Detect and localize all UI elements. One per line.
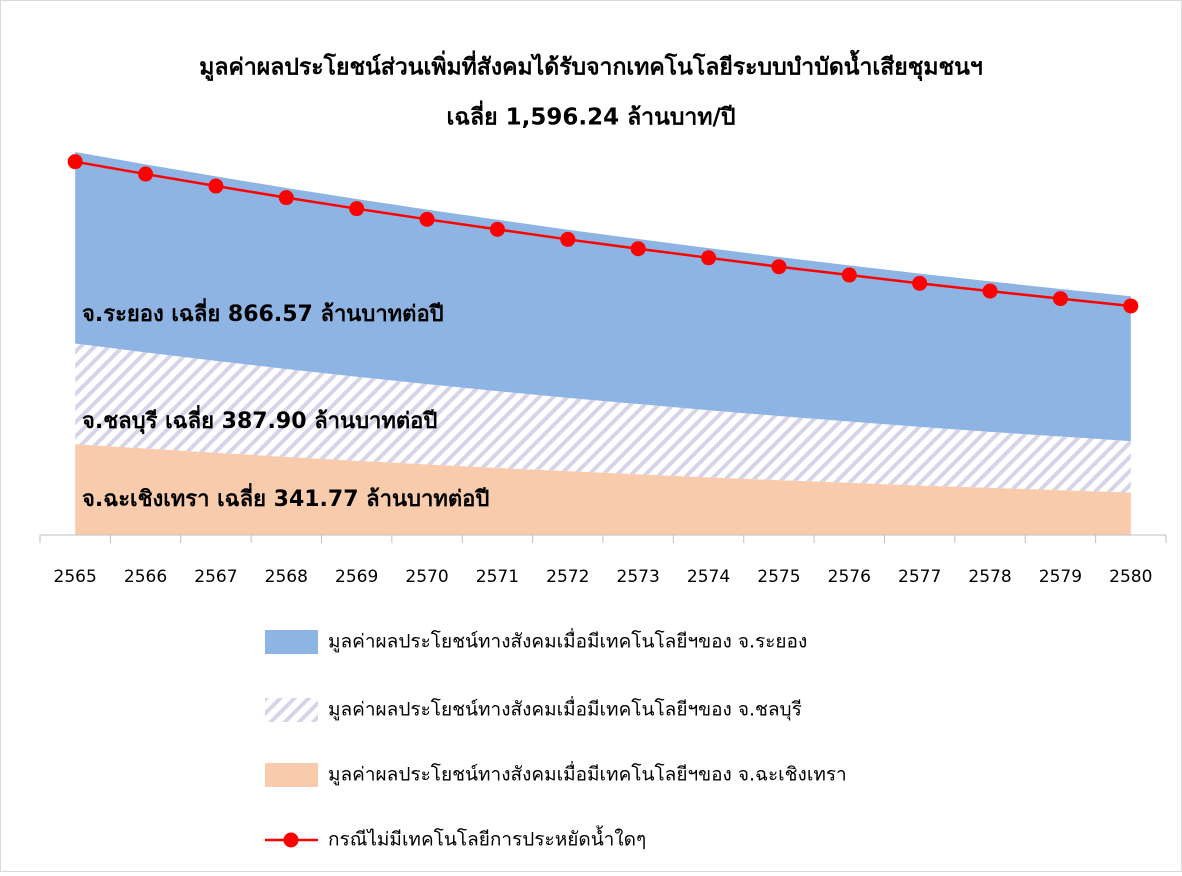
line-marker <box>138 166 154 182</box>
line <box>74 160 1131 308</box>
chart-subtitle: เฉลี่ย 1,596.24 ล้านบาท/ปี <box>446 100 735 131</box>
area <box>75 152 1131 442</box>
x-tick-label: 2576 <box>828 567 871 587</box>
annotation: จ.ชลบุรี เฉลี่ย 387.90 ล้านบาทต่อปี <box>82 404 437 435</box>
line-marker <box>208 178 224 194</box>
area <box>75 343 1131 493</box>
x-tick-label: 2578 <box>968 567 1011 587</box>
x-tick-label: 2579 <box>1039 567 1082 587</box>
x-tick-label: 2570 <box>405 567 448 587</box>
line-marker <box>701 250 717 266</box>
area <box>75 444 1131 535</box>
x-tick-label: 2568 <box>265 567 308 587</box>
line-marker <box>67 154 83 170</box>
line-marker <box>278 190 294 206</box>
legend-swatch <box>265 763 318 787</box>
chart-title: มูลค่าผลประโยชน์ส่วนเพิ่มที่สังคมได้รับจ… <box>199 50 983 82</box>
line-marker <box>1123 298 1139 314</box>
line-marker <box>560 231 576 247</box>
line-marker <box>912 275 928 291</box>
legend-label: มูลค่าผลประโยชน์ทางสังคมเมื่อมีเทคโนโลยี… <box>328 696 802 722</box>
x-tick-label: 2566 <box>124 567 167 587</box>
x-tick-label: 2571 <box>476 567 519 587</box>
line-marker <box>630 241 646 257</box>
legend-marker <box>283 832 299 848</box>
line-marker <box>489 221 505 237</box>
x-tick-label: 2573 <box>617 567 660 587</box>
x-tick-label: 2580 <box>1109 567 1152 587</box>
legend-label: มูลค่าผลประโยชน์ทางสังคมเมื่อมีเทคโนโลยี… <box>328 761 847 786</box>
line-marker <box>349 201 365 217</box>
x-tick-label: 2567 <box>194 567 237 587</box>
legend-swatch <box>265 698 318 722</box>
annotation: จ.ระยอง เฉลี่ย 866.57 ล้านบาทต่อปี <box>82 297 444 327</box>
line-marker <box>841 267 857 283</box>
line-marker <box>982 283 998 299</box>
x-tick-label: 2572 <box>546 567 589 587</box>
x-tick-label: 2575 <box>757 567 800 587</box>
annotation: จ.ฉะเชิงเทรา เฉลี่ย 341.77 ล้านบาทต่อปี <box>82 482 489 512</box>
line-marker <box>1052 291 1068 307</box>
line-marker <box>771 259 787 275</box>
legend-label: มูลค่าผลประโยชน์ทางสังคมเมื่อมีเทคโนโลยี… <box>328 628 807 653</box>
legend-label: กรณีไม่มีเทคโนโลยีการประหยัดน้ำใดๆ <box>328 826 646 851</box>
x-tick-label: 2569 <box>335 567 378 587</box>
line-marker <box>419 211 435 227</box>
x-tick-label: 2574 <box>687 567 730 587</box>
x-tick-label: 2565 <box>54 567 97 587</box>
legend-swatch <box>265 630 318 654</box>
x-tick-label: 2577 <box>898 567 941 587</box>
